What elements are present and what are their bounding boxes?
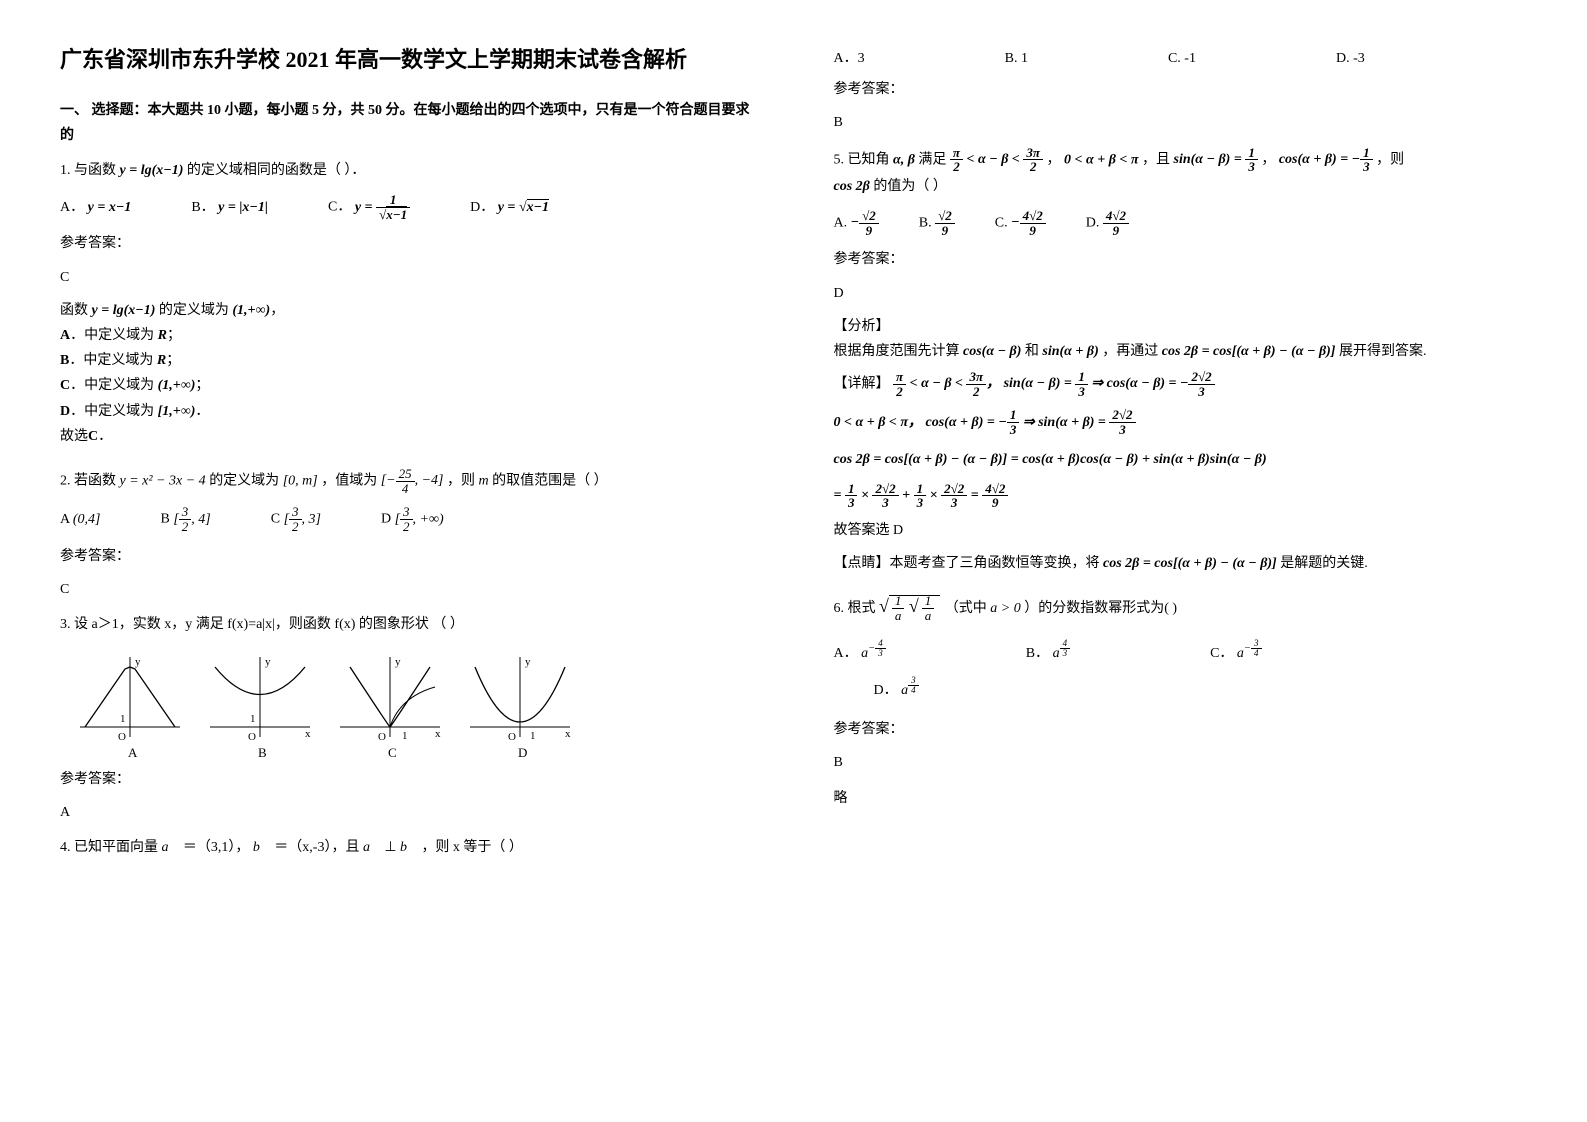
section-head: 一、 选择题：本大题共 10 小题，每小题 5 分，共 50 分。在每小题给出的… — [60, 98, 754, 148]
svg-text:y: y — [525, 656, 531, 668]
question-6: 6. 根式 √1a √1a （式中 a > 0 ）的分数指数幂形式为( ) — [834, 590, 1528, 622]
q6-opt-b: B． a43 — [1026, 639, 1070, 666]
left-column: 广东省深圳市东升学校 2021 年高一数学文上学期期末试卷含解析 一、 选择题：… — [60, 40, 754, 871]
q6-opt-c: C． a−34 — [1210, 639, 1261, 666]
svg-text:1: 1 — [402, 730, 408, 742]
q5-opt-a: A. −√29 — [834, 209, 879, 237]
svg-text:y: y — [135, 656, 141, 668]
q1-ans: C — [60, 265, 754, 290]
q1-line-b: B．中定义域为 R； — [60, 348, 754, 373]
q5-ans: D — [834, 281, 1528, 306]
question-4: 4. 已知平面向量 a⃗ ＝（3,1）， b⃗ ＝（x,-3），且 a⃗ ⊥ b… — [60, 835, 754, 860]
svg-text:x: x — [435, 728, 441, 740]
q2-ans: C — [60, 577, 754, 602]
q1-opt-b: B． y = |x−1| — [191, 195, 268, 220]
q4-opt-d: D. -3 — [1336, 46, 1365, 71]
q6-opt-a: A． a−43 — [834, 639, 886, 666]
q6-omit: 略 — [834, 786, 1528, 811]
q1-options: A． y = x−1 B． y = |x−1| C． y = 1√x−1 D． … — [60, 193, 754, 221]
svg-text:B: B — [258, 745, 267, 757]
q1-line-d: D．中定义域为 [1,+∞)． — [60, 399, 754, 424]
question-1: 1. 与函数 y = lg(x−1) 的定义域相同的函数是（ ）． — [60, 158, 754, 183]
q6-ans-head: 参考答案： — [834, 717, 1528, 742]
q3-ans-head: 参考答案： — [60, 767, 754, 792]
q2-ans-head: 参考答案： — [60, 544, 754, 569]
svg-text:O: O — [118, 731, 126, 743]
q6-ans: B — [834, 750, 1528, 775]
question-2: 2. 若函数 y = x² − 3x − 4 的定义域为 [0, m] ，值域为… — [60, 467, 754, 495]
q2-opt-b: B [32, 4] — [160, 505, 210, 533]
q5-ans-head: 参考答案： — [834, 247, 1528, 272]
page-title: 广东省深圳市东升学校 2021 年高一数学文上学期期末试卷含解析 — [60, 40, 754, 80]
svg-text:1: 1 — [530, 730, 536, 742]
q5-options: A. −√29 B. √29 C. −4√29 D. 4√29 — [834, 209, 1528, 237]
q1-opt-d: D． y = √x−1 — [470, 195, 549, 220]
q4-opt-c: C. -1 — [1168, 46, 1196, 71]
q3-stem: 3. 设 a＞1，实数 x，y 满足 f(x)=a|x|，则函数 f(x) 的图… — [60, 617, 464, 632]
q5-analysis-head: 【分析】 — [834, 314, 1528, 339]
q1-stem-mid: 的定义域相同的函数是（ ）． — [187, 163, 366, 178]
q2-opt-c: C [32, 3] — [271, 505, 321, 533]
q2-opt-d: D [32, +∞) — [381, 505, 444, 533]
svg-text:1: 1 — [120, 713, 126, 725]
q4-opt-b: B. 1 — [1005, 46, 1028, 71]
q3-graphs: 1 O A y 1 O x B y O — [60, 647, 580, 757]
q5-analysis: 根据角度范围先计算 cos(α − β) 和 sin(α + β) ，再通过 c… — [834, 339, 1528, 364]
svg-text:1: 1 — [250, 713, 256, 725]
svg-text:y: y — [395, 656, 401, 668]
q1-opt-a: A． y = x−1 — [60, 195, 131, 220]
svg-text:y: y — [265, 656, 271, 668]
q5-opt-b: B. √29 — [919, 209, 955, 237]
q1-pick: 故选C． — [60, 424, 754, 449]
svg-text:A: A — [128, 745, 138, 757]
q1-func: y = lg(x−1) — [120, 163, 187, 178]
q1-line-c: C．中定义域为 (1,+∞)； — [60, 373, 754, 398]
svg-text:x: x — [565, 728, 571, 740]
q1-ans-head: 参考答案： — [60, 231, 754, 256]
question-5: 5. 已知角 α, β 满足 π2 < α − β < 3π2 ， 0 < α … — [834, 146, 1528, 199]
q4-opt-a: A．3 — [834, 46, 865, 71]
q5-detail-2: 0 < α + β < π， cos(α + β) = −13 ⇒ sin(α … — [834, 408, 1528, 436]
q3-ans: A — [60, 800, 754, 825]
q2-opt-a: A (0,4] — [60, 507, 100, 532]
right-column: A．3 B. 1 C. -1 D. -3 参考答案： B 5. 已知角 α, β… — [834, 40, 1528, 871]
q6-options: A． a−43 B． a43 C． a−34 — [834, 639, 1528, 666]
svg-text:O: O — [248, 731, 256, 743]
svg-text:C: C — [388, 745, 397, 757]
q5-note: 【点睛】本题考查了三角函数恒等变换，将 cos 2β = cos[(α + β)… — [834, 551, 1528, 576]
q1-exp: 函数 y = lg(x−1) 的定义域为 (1,+∞)， — [60, 298, 754, 323]
q2-options: A (0,4] B [32, 4] C [32, 3] D [32, +∞) — [60, 505, 754, 533]
q1-line-a: A．中定义域为 R； — [60, 323, 754, 348]
q4-ans-head: 参考答案： — [834, 77, 1528, 102]
q1-opt-c: C． y = 1√x−1 — [328, 193, 410, 221]
q5-detail: 【详解】 π2 < α − β < 3π2， sin(α − β) = 13 ⇒… — [834, 370, 1528, 398]
q5-opt-d: D. 4√29 — [1086, 209, 1129, 237]
svg-text:x: x — [305, 728, 311, 740]
q1-stem-prefix: 1. 与函数 — [60, 163, 116, 178]
q5-detail-3: cos 2β = cos[(α + β) − (α − β)] = cos(α … — [834, 447, 1528, 472]
q4-options: A．3 B. 1 C. -1 D. -3 — [834, 46, 1528, 71]
q4-ans: B — [834, 110, 1528, 135]
svg-text:O: O — [508, 731, 516, 743]
q5-detail-4: = 13 × 2√23 + 13 × 2√23 = 4√29 — [834, 482, 1528, 510]
q5-opt-c: C. −4√29 — [995, 209, 1046, 237]
svg-text:D: D — [518, 745, 527, 757]
svg-text:O: O — [378, 731, 386, 743]
q6-opt-d: D． a34 — [874, 676, 1528, 703]
q5-pick: 故答案选 D — [834, 518, 1528, 543]
question-3: 3. 设 a＞1，实数 x，y 满足 f(x)=a|x|，则函数 f(x) 的图… — [60, 612, 754, 637]
